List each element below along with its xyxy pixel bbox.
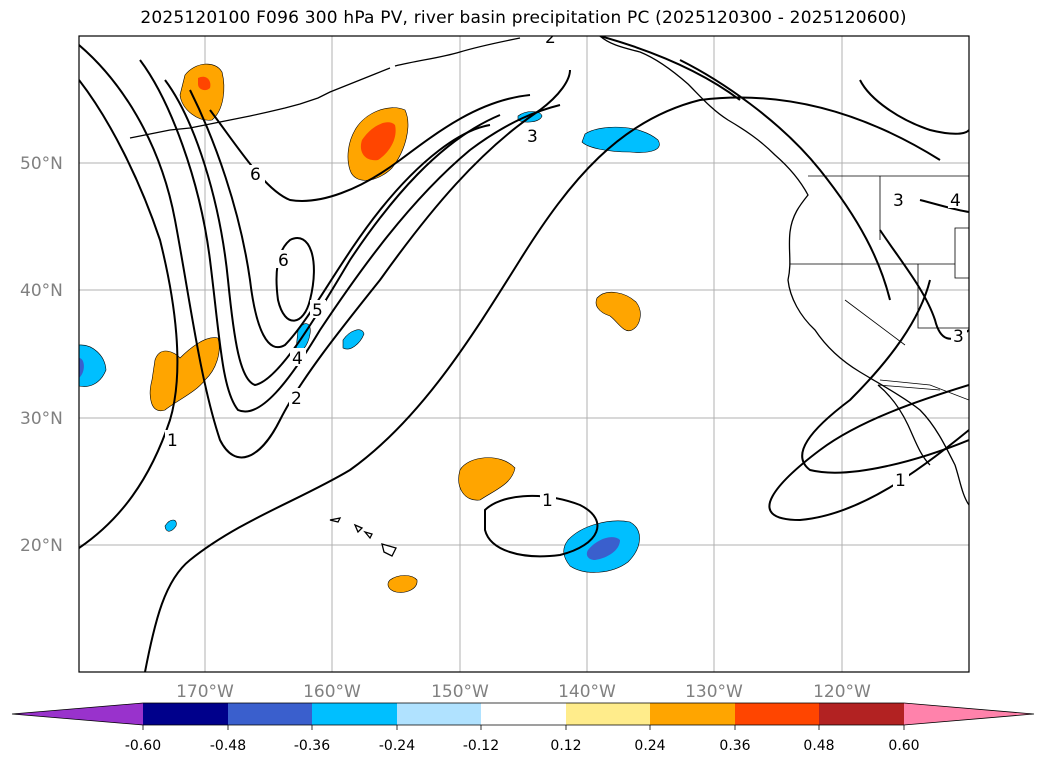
colorbar-segment — [143, 703, 228, 725]
pv-contours — [79, 36, 969, 672]
colorbar-extend-max — [904, 703, 1034, 725]
map-border — [78, 35, 970, 673]
map-area — [79, 36, 969, 672]
contour-label: 2 — [545, 28, 556, 48]
precip-blob-positive — [149, 337, 220, 412]
colorbar-extend-min — [12, 703, 143, 725]
contour-labels: 2 6 3 6 5 4 2 1 1 1 3 4 3 — [165, 28, 967, 511]
precip-blob-negative — [79, 344, 107, 387]
contour-label: 3 — [953, 327, 964, 347]
contour-line-2 — [801, 279, 969, 474]
colorbar-tick: 0.60 — [888, 738, 919, 754]
us-state-borders — [790, 176, 969, 391]
colorbar-tick: 0.24 — [634, 738, 665, 754]
contour-line-1 — [79, 79, 179, 549]
contour-label: 3 — [527, 127, 538, 147]
colorbar-segment — [650, 703, 735, 725]
colorbar-tick: 0.36 — [719, 738, 750, 754]
colorbar-tick: -0.24 — [379, 738, 415, 754]
precip-shading — [79, 63, 660, 593]
contour-label: 5 — [312, 301, 323, 321]
contour-label: 4 — [950, 191, 961, 211]
colorbar-tick: -0.48 — [210, 738, 246, 754]
contour-line-2 — [679, 59, 891, 301]
contour-label: 2 — [291, 389, 302, 409]
latitude-labels: 50°N 40°N 30°N 20°N — [20, 154, 63, 556]
lon-label-140w: 140°W — [558, 682, 616, 702]
colorbar-segment — [397, 703, 481, 725]
alaska-mainland-outline — [394, 37, 521, 67]
colorbar-segment — [735, 703, 819, 725]
precip-blob-strong — [360, 122, 396, 161]
colorbar-tick: -0.12 — [463, 738, 499, 754]
colorbar-segment — [481, 703, 566, 725]
hawaii-islands-outline — [329, 517, 397, 557]
lon-label-170w: 170°W — [176, 682, 234, 702]
colorbar-segment — [228, 703, 312, 725]
precip-blob-positive — [387, 575, 418, 593]
contour-label: 6 — [250, 165, 261, 185]
colorbar-segment — [566, 703, 650, 725]
contour-line-4 — [164, 79, 501, 387]
lon-label-160w: 160°W — [303, 682, 361, 702]
lon-label-150w: 150°W — [431, 682, 489, 702]
contour-label: 1 — [542, 491, 553, 511]
contour-line-3 — [919, 199, 969, 213]
contour-label: 1 — [167, 431, 178, 451]
precip-blob-moderate — [586, 537, 620, 560]
contour-line-3 — [139, 59, 561, 413]
lon-label-120w: 120°W — [813, 682, 871, 702]
contour-label: 6 — [278, 251, 289, 271]
contour-line-3 — [859, 79, 969, 135]
precip-blob-negative — [342, 329, 365, 350]
colorbar-segment — [819, 703, 904, 725]
colorbar: -0.60 -0.48 -0.36 -0.24 -0.12 0.12 0.24 … — [11, 702, 1035, 754]
lat-label-20n: 20°N — [20, 536, 63, 556]
contour-label: 1 — [895, 471, 906, 491]
precip-blob-positive — [458, 457, 516, 501]
baja-california-outline — [877, 384, 931, 466]
colorbar-segment — [312, 703, 397, 725]
precip-blob-negative — [164, 519, 177, 532]
precip-blob-positive — [179, 63, 225, 121]
contour-line-1 — [484, 495, 599, 558]
political-borders — [790, 175, 969, 401]
colorbar-tick: 0.12 — [550, 738, 581, 754]
us-mexico-border — [879, 379, 969, 401]
lat-label-40n: 40°N — [20, 281, 63, 301]
coastlines — [129, 36, 969, 557]
colorbar-tick: -0.36 — [294, 738, 330, 754]
contour-line-1 — [599, 36, 741, 101]
contour-line-5 — [189, 89, 491, 348]
contour-line-1 — [144, 96, 941, 672]
colorbar-tick: -0.60 — [125, 738, 161, 754]
precip-blob-strong — [198, 76, 211, 91]
longitude-labels: 170°W 160°W 150°W 140°W 130°W 120°W — [176, 682, 871, 702]
lat-label-50n: 50°N — [20, 154, 63, 174]
colorbar-tick: 0.48 — [803, 738, 834, 754]
precip-blob-positive — [595, 291, 641, 332]
alaska-coast-outline — [599, 36, 969, 506]
contour-line-2 — [79, 44, 571, 459]
lon-label-130w: 130°W — [685, 682, 743, 702]
aleutian-islands-outline — [129, 67, 391, 139]
contour-label: 4 — [292, 349, 303, 369]
contour-label: 3 — [893, 191, 904, 211]
lat-label-30n: 30°N — [20, 409, 63, 429]
precip-blob-moderate — [79, 358, 84, 378]
map-title: 2025120100 F096 300 hPa PV, river basin … — [140, 8, 907, 28]
